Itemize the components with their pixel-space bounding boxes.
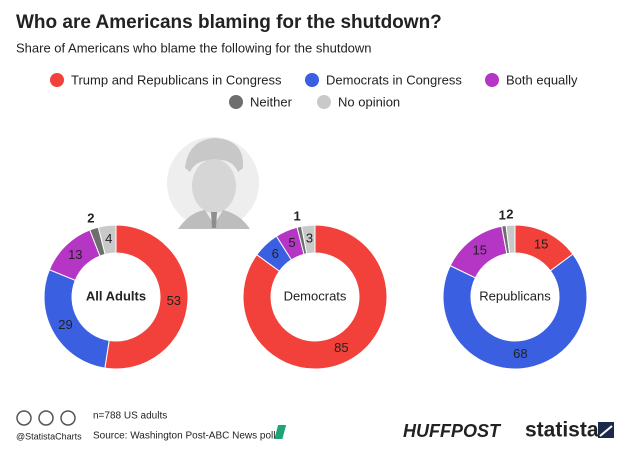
- handle: @StatistaCharts: [16, 431, 82, 441]
- donut-slice: [104, 224, 189, 370]
- value-label: 5: [288, 235, 295, 250]
- brand-logo: HUFFPOST: [403, 421, 502, 441]
- chart-title: Who are Americans blaming for the shutdo…: [16, 12, 442, 33]
- value-label: 85: [334, 340, 348, 355]
- donut-slice: [505, 224, 516, 254]
- donut-slice: [242, 224, 388, 370]
- donut-center-label: All Adults: [86, 288, 146, 303]
- chart-subtitle: Share of Americans who blame the followi…: [16, 40, 372, 55]
- donut-slice: [97, 224, 117, 255]
- legend-label: No opinion: [338, 94, 400, 109]
- value-label: 3: [306, 231, 313, 246]
- legend-marker: [485, 73, 499, 87]
- value-label: 1: [293, 208, 300, 223]
- source: Source: Washington Post-ABC News poll: [93, 431, 276, 442]
- legend-marker: [229, 95, 243, 109]
- value-label: 53: [167, 293, 181, 308]
- donut-slice: [442, 253, 588, 370]
- donut-center-label: Democrats: [284, 288, 347, 303]
- legend-marker: [317, 95, 331, 109]
- statista-logo: statista: [525, 419, 599, 442]
- legend-label: Neither: [250, 94, 293, 109]
- note: n=788 US adults: [93, 411, 167, 422]
- value-label: 68: [513, 346, 527, 361]
- donut-center-label: Republicans: [479, 288, 551, 303]
- donut-slice: [300, 224, 316, 255]
- legend-marker: [50, 73, 64, 87]
- legend-label: Both equally: [506, 72, 578, 87]
- legend-marker: [305, 73, 319, 87]
- portrait: [167, 137, 259, 229]
- value-label: 1: [499, 207, 506, 222]
- value-label: 2: [87, 210, 94, 225]
- footer: [16, 410, 614, 439]
- value-label: 29: [58, 317, 72, 332]
- value-label: 4: [105, 231, 112, 246]
- value-label: 13: [68, 247, 82, 262]
- legend-label: Trump and Republicans in Congress: [71, 72, 282, 87]
- value-label: 15: [534, 237, 548, 252]
- value-label: 6: [272, 246, 279, 261]
- legend-label: Democrats in Congress: [326, 72, 462, 87]
- value-label: 15: [473, 242, 487, 257]
- value-label: 2: [506, 207, 513, 222]
